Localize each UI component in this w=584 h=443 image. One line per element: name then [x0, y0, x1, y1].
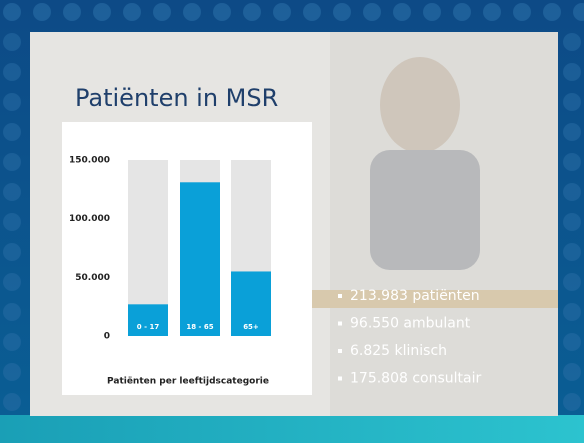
dot: [563, 153, 581, 171]
dot: [3, 63, 21, 81]
photo-figure: [370, 150, 480, 270]
dot: [3, 333, 21, 351]
dot: [3, 123, 21, 141]
dot: [563, 93, 581, 111]
bottom-band: [0, 415, 584, 443]
bullet-marker: [338, 322, 342, 326]
dot: [273, 3, 291, 21]
bullet-text: 175.808 consultair: [350, 371, 481, 387]
dot: [123, 3, 141, 21]
dot: [563, 393, 581, 411]
dot: [303, 3, 321, 21]
dot: [363, 3, 381, 21]
dot: [513, 3, 531, 21]
photo-figure: [380, 57, 460, 153]
dot: [3, 393, 21, 411]
bullet-text: 213.983 patiënten: [350, 288, 480, 304]
x-tick-label: 65+: [243, 323, 259, 331]
dot: [3, 93, 21, 111]
dot: [483, 3, 501, 21]
dot: [563, 123, 581, 141]
dot: [543, 3, 561, 21]
dot: [3, 213, 21, 231]
dot: [183, 3, 201, 21]
dot: [393, 3, 411, 21]
bullet-text: 96.550 ambulant: [350, 316, 471, 332]
x-tick-label: 18 - 65: [186, 323, 213, 331]
dot: [3, 153, 21, 171]
dot: [153, 3, 171, 21]
dot: [563, 303, 581, 321]
dot: [3, 183, 21, 201]
dot: [563, 333, 581, 351]
dot: [3, 33, 21, 51]
dot: [563, 273, 581, 291]
dot: [3, 303, 21, 321]
dot: [563, 363, 581, 381]
dot: [563, 33, 581, 51]
dot: [3, 3, 21, 21]
bullet-text: 6.825 klinisch: [350, 343, 447, 359]
dot: [563, 243, 581, 261]
dot: [563, 183, 581, 201]
y-tick-label: 100.000: [69, 214, 110, 224]
dot: [563, 63, 581, 81]
x-axis-label: Patiënten per leeftijdscategorie: [107, 377, 269, 387]
bar: [180, 182, 220, 336]
dot: [423, 3, 441, 21]
y-tick-label: 150.000: [69, 156, 110, 166]
y-tick-label: 50.000: [75, 273, 110, 283]
page: {"chart_data": {"type": "bar", "title": …: [0, 0, 584, 443]
dot: [3, 273, 21, 291]
dot: [33, 3, 51, 21]
dot: [63, 3, 81, 21]
bar: [128, 304, 168, 336]
x-tick-label: 0 - 17: [137, 323, 160, 331]
dot: [453, 3, 471, 21]
dot: [243, 3, 261, 21]
dot: [93, 3, 111, 21]
dot: [3, 363, 21, 381]
slide-title: Patiënten in MSR: [75, 84, 278, 112]
dot: [213, 3, 231, 21]
dot: [563, 213, 581, 231]
bullet-marker: [338, 294, 342, 298]
slide: Patiënten in MSR Patiënten per leeftijds…: [0, 0, 584, 443]
bullet-marker: [338, 377, 342, 381]
y-tick-label: 0: [104, 332, 110, 342]
dot: [333, 3, 351, 21]
dot: [3, 243, 21, 261]
bullet-marker: [338, 349, 342, 353]
